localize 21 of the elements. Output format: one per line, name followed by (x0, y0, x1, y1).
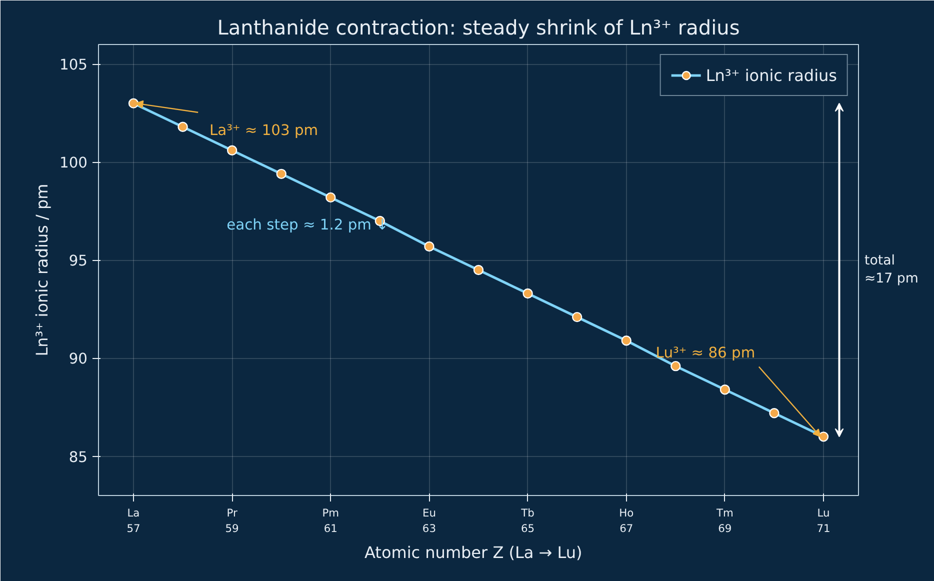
legend-label: Ln³⁺ ionic radius (706, 66, 837, 84)
x-axis-title: Atomic number Z (La → Lu) (364, 543, 582, 562)
y-tick-label: 105 (60, 56, 88, 74)
text: total ≈17 pm (864, 254, 918, 286)
y-axis-title: Ln³⁺ ionic radius / pm (32, 184, 52, 356)
x-tick-label: Eu 63 (422, 506, 436, 536)
y-tick-label: 90 (68, 350, 88, 368)
x-tick-label: Lu 71 (816, 506, 830, 536)
y-tick-label: 85 (68, 448, 88, 466)
x-tick-label: Pr 59 (225, 506, 240, 536)
y-tick-label: 100 (60, 154, 88, 172)
y-tick-label: 95 (68, 252, 88, 270)
x-tick-label: Tm 69 (715, 506, 734, 536)
x-tick-label: Pm 61 (322, 506, 340, 536)
annotation: each step ≈ 1.2 pm ↓ (226, 216, 388, 234)
annotation: La³⁺ ≈ 103 pm (209, 122, 318, 139)
annotation: Lu³⁺ ≈ 86 pm (656, 344, 756, 362)
x-tick-label: La 57 (126, 506, 140, 536)
x-tick-label: Ho 67 (619, 506, 634, 536)
x-tick-label: Tb 65 (520, 506, 535, 536)
chart-title: Lanthanide contraction: steady shrink of Ln³⁺ radius (217, 16, 740, 40)
